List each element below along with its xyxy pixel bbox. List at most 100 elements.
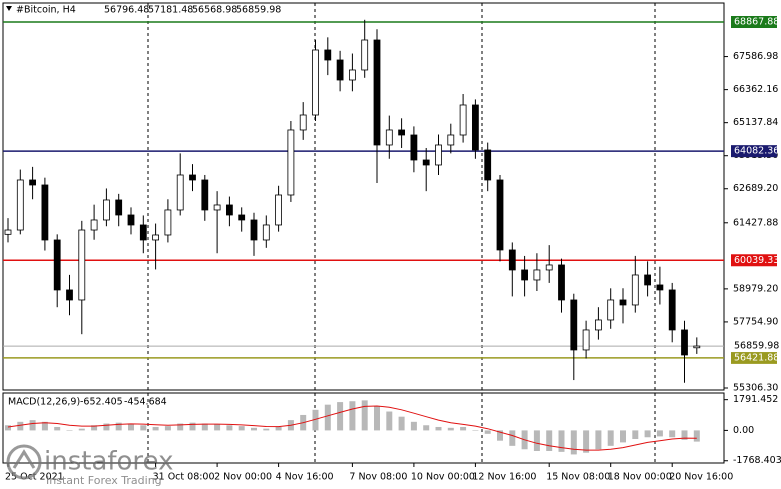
candle-body bbox=[336, 59, 344, 81]
candle-body bbox=[66, 289, 73, 301]
candle-body bbox=[447, 134, 455, 146]
candle-body bbox=[176, 174, 184, 211]
candle-body bbox=[398, 129, 406, 136]
candle-body bbox=[422, 159, 430, 166]
candle-body bbox=[324, 49, 332, 61]
macd-bar bbox=[66, 430, 73, 431]
y-tick-label: 57754.90 bbox=[733, 316, 778, 327]
candle-body bbox=[53, 239, 61, 291]
macd-bar bbox=[5, 425, 11, 431]
macd-bar bbox=[41, 421, 48, 431]
candle-body bbox=[41, 184, 49, 241]
candle-body bbox=[373, 39, 381, 146]
macd-bar bbox=[484, 430, 491, 434]
macd-bar bbox=[398, 416, 405, 431]
macd-bar bbox=[361, 400, 368, 431]
macd-bar bbox=[128, 423, 134, 431]
signal-line bbox=[7, 405, 697, 451]
x-tick-label: 31 Oct 08:00 bbox=[153, 472, 215, 483]
y-tick-label: 67586.98 bbox=[733, 51, 778, 62]
candle-body bbox=[312, 49, 319, 116]
macd-bar bbox=[546, 430, 553, 451]
macd-bar bbox=[17, 421, 24, 431]
macd-bar bbox=[54, 426, 61, 431]
macd-bar bbox=[656, 430, 663, 437]
candle-body bbox=[78, 229, 86, 301]
candle-body bbox=[127, 214, 135, 226]
macd-bar bbox=[312, 409, 319, 431]
macd-bar bbox=[607, 430, 614, 446]
macd-bar bbox=[164, 426, 171, 431]
close-value: 56859.98 bbox=[236, 5, 281, 16]
y-tick-label: 1791.452 bbox=[733, 394, 778, 405]
macd-bar bbox=[423, 425, 430, 431]
macd-bar bbox=[410, 421, 417, 431]
macd-bar bbox=[91, 425, 98, 431]
logo-circle bbox=[6, 444, 42, 480]
candle-body bbox=[570, 299, 578, 351]
macd-bar bbox=[103, 423, 110, 431]
candle-body bbox=[668, 289, 676, 331]
level-label-box bbox=[731, 145, 777, 158]
y-tick-label: 58979.20 bbox=[733, 283, 778, 294]
macd-bar bbox=[337, 402, 344, 431]
level-label: 60039.33 bbox=[734, 255, 779, 266]
open-value: 56796.48 bbox=[104, 5, 149, 16]
candle-body bbox=[164, 209, 172, 236]
candle-body bbox=[619, 299, 627, 306]
candle-body bbox=[693, 345, 701, 349]
candle-body bbox=[299, 114, 307, 131]
candle-body bbox=[644, 274, 651, 286]
signal-value: -454.684 bbox=[124, 397, 167, 408]
macd-bar bbox=[189, 422, 196, 431]
x-tick-label: 4 Nov 16:00 bbox=[276, 472, 334, 483]
x-tick-label: 12 Nov 16:00 bbox=[472, 472, 536, 483]
candle-body bbox=[201, 179, 209, 211]
candle-body bbox=[115, 199, 123, 216]
candle-body bbox=[16, 179, 24, 231]
candle-body bbox=[385, 129, 393, 146]
macd-bar bbox=[509, 430, 516, 446]
y-tick-label: 55306.30 bbox=[733, 382, 778, 393]
x-tick-label: 2 Nov 00:00 bbox=[214, 472, 272, 483]
macd-bar bbox=[533, 430, 540, 451]
candle-body bbox=[275, 194, 283, 226]
x-tick-label: 7 Nov 08:00 bbox=[349, 472, 407, 483]
candle-body bbox=[435, 144, 442, 166]
x-tick-label: 10 Nov 00:00 bbox=[411, 472, 475, 483]
y-tick-label: 61427.88 bbox=[733, 217, 778, 228]
candle-body bbox=[471, 104, 479, 151]
macd-bar bbox=[201, 423, 208, 431]
candle-body bbox=[189, 174, 196, 181]
macd-bar bbox=[226, 425, 233, 431]
macd-bar bbox=[693, 430, 700, 442]
macd-bar bbox=[460, 426, 467, 431]
y-tick-label: 66362.16 bbox=[733, 84, 778, 95]
x-tick-label: 15 Nov 08:00 bbox=[546, 472, 610, 483]
macd-bar bbox=[497, 430, 503, 441]
candle-body bbox=[361, 39, 369, 71]
candle-body bbox=[533, 269, 541, 281]
macd-panel-frame bbox=[2, 392, 725, 464]
macd-bar bbox=[152, 426, 159, 431]
symbol-title: #Bitcoin, H4 bbox=[16, 5, 76, 16]
macd-bar bbox=[620, 430, 626, 443]
level-label: 64082.36 bbox=[734, 146, 779, 157]
y-tick-label: 0.00 bbox=[733, 425, 754, 436]
candle-body bbox=[459, 104, 467, 136]
macd-bar bbox=[29, 420, 36, 431]
candle-body bbox=[681, 329, 688, 356]
y-tick-label: 65137.84 bbox=[733, 117, 778, 128]
current-price-label: 56859.98 bbox=[734, 341, 779, 352]
macd-bar bbox=[78, 428, 85, 431]
y-tick-label: 62689.20 bbox=[733, 183, 778, 194]
macd-bar bbox=[681, 430, 688, 440]
candle-body bbox=[152, 234, 160, 241]
price-panel-frame bbox=[2, 2, 725, 391]
vertical-grid bbox=[147, 3, 656, 463]
macd-bar bbox=[583, 430, 590, 453]
macd-bar bbox=[140, 425, 147, 431]
candle-body bbox=[225, 204, 233, 216]
candle-body bbox=[90, 219, 98, 231]
macd-bar bbox=[558, 430, 565, 452]
